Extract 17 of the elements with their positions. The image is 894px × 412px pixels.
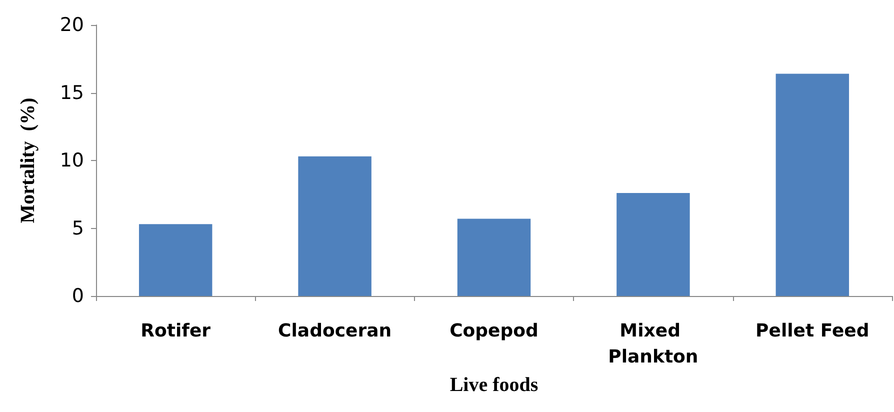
y-tick-label: 20 bbox=[60, 14, 84, 36]
bar bbox=[776, 74, 850, 296]
y-tick-label: 15 bbox=[60, 82, 84, 104]
y-tick-label: 5 bbox=[72, 217, 84, 240]
y-tick-label: 10 bbox=[60, 150, 84, 172]
x-tick-label: Rotifer bbox=[140, 320, 211, 342]
x-axis-title: Live foods bbox=[450, 374, 538, 396]
x-tick-label: Mixed Plankton bbox=[608, 320, 698, 368]
y-axis-title: Mortality (%) bbox=[17, 98, 39, 224]
bar bbox=[298, 156, 372, 296]
x-tick-label: Copepod bbox=[450, 320, 538, 342]
y-tick-label: 0 bbox=[72, 285, 84, 307]
bar bbox=[457, 218, 531, 296]
x-tick-label: Cladoceran bbox=[278, 320, 392, 342]
x-tick-label: Pellet Feed bbox=[756, 320, 870, 342]
bar bbox=[138, 224, 212, 296]
bar bbox=[616, 193, 690, 296]
